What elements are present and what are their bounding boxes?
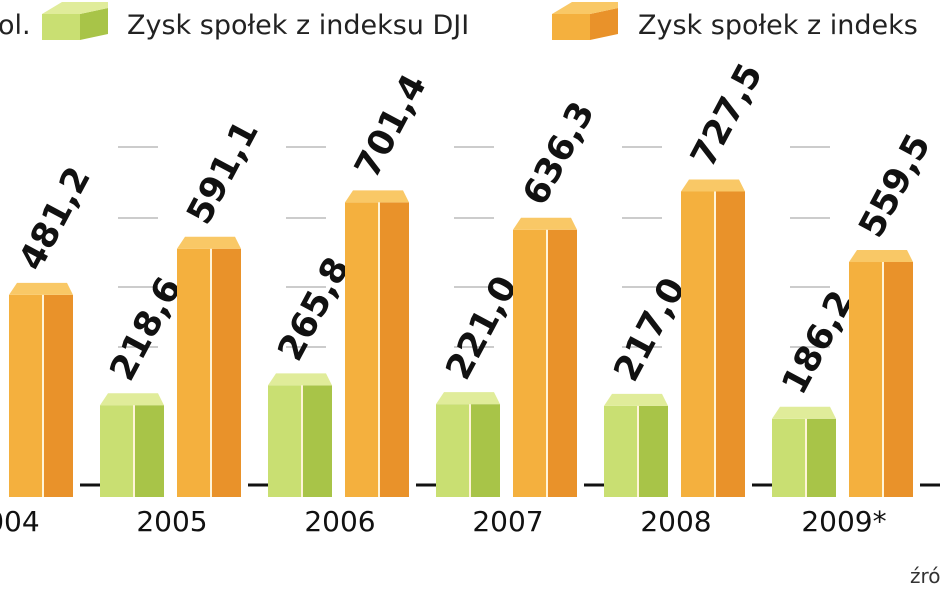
- bar-second: [849, 250, 913, 497]
- bars: 2003481,22004218,6591,12005265,8701,4200…: [0, 57, 940, 538]
- bar-side: [638, 405, 668, 497]
- value-label: 559,5: [852, 128, 939, 245]
- value-label: 221,0: [439, 270, 526, 387]
- bar-dji: [436, 392, 500, 497]
- value-label: 636,3: [516, 95, 603, 212]
- bar-side: [470, 404, 500, 497]
- bar-front: [268, 385, 302, 497]
- legend-swatch-dji: [42, 2, 108, 40]
- bar-side: [211, 248, 241, 497]
- swatch-front: [552, 14, 590, 40]
- swatch-side: [590, 8, 618, 40]
- bar-top: [100, 393, 164, 406]
- bar-front: [345, 202, 379, 498]
- bar-side: [806, 418, 836, 497]
- value-label: 265,8: [271, 251, 358, 368]
- year-label: 2008: [640, 505, 711, 538]
- value-label: 727,5: [684, 57, 771, 174]
- bar-top: [177, 236, 241, 249]
- legend-label-dji: Zysk społek z indeksu DJI: [127, 10, 469, 41]
- value-label: 186,2: [775, 284, 862, 401]
- bar-dji: [268, 373, 332, 497]
- value-label: 218,6: [103, 271, 190, 388]
- bar-second: [681, 179, 745, 497]
- bar-side: [302, 385, 332, 497]
- bar-top: [9, 282, 73, 295]
- bar-dji: [772, 406, 836, 497]
- swatch-top: [42, 2, 108, 14]
- year-label: 2007: [472, 505, 543, 538]
- bar-top: [604, 393, 668, 406]
- bar-side: [883, 262, 913, 497]
- bar-side: [547, 229, 577, 497]
- bar-front: [681, 191, 715, 497]
- bar-top: [849, 250, 913, 263]
- bar-top: [513, 217, 577, 230]
- bar-front: [513, 229, 547, 497]
- bar-side: [715, 191, 745, 497]
- source-label: źró: [910, 564, 941, 588]
- bar-front: [177, 248, 211, 497]
- legend-label-second: Zysk społek z indeks: [638, 10, 918, 41]
- bar-side: [379, 202, 409, 498]
- bar-top: [268, 373, 332, 386]
- bar-second: [513, 217, 577, 497]
- bar-front: [849, 262, 883, 497]
- value-label: 217,0: [607, 272, 694, 389]
- value-label: 701,4: [348, 68, 435, 185]
- bar-front: [604, 405, 638, 497]
- unit-label: ol.: [0, 10, 31, 41]
- bar-front: [772, 418, 806, 497]
- bar-side: [134, 405, 164, 497]
- bar-dji: [604, 393, 668, 497]
- year-label: 2004: [0, 505, 40, 538]
- bar-front: [9, 294, 43, 497]
- year-label: 2005: [136, 505, 207, 538]
- bar-second: [9, 282, 73, 497]
- bar-top: [772, 406, 836, 419]
- legend-swatch-second: [552, 2, 618, 40]
- swatch-front: [42, 14, 80, 40]
- bar-top: [681, 179, 745, 192]
- legend: ol. Zysk społek z indeksu DJI Zysk społe…: [0, 2, 918, 41]
- bar-dji: [100, 393, 164, 497]
- swatch-top: [552, 2, 618, 14]
- year-label: 2009*: [801, 505, 886, 538]
- bar-second: [177, 236, 241, 497]
- year-label: 2006: [304, 505, 375, 538]
- bar-top: [345, 190, 409, 203]
- bar-side: [43, 294, 73, 497]
- bar-front: [436, 404, 470, 497]
- bar-top: [436, 392, 500, 405]
- value-label: 591,1: [180, 114, 267, 231]
- bar-second: [345, 190, 409, 498]
- swatch-side: [80, 8, 108, 40]
- value-label: 481,2: [12, 161, 99, 278]
- bar-front: [100, 405, 134, 497]
